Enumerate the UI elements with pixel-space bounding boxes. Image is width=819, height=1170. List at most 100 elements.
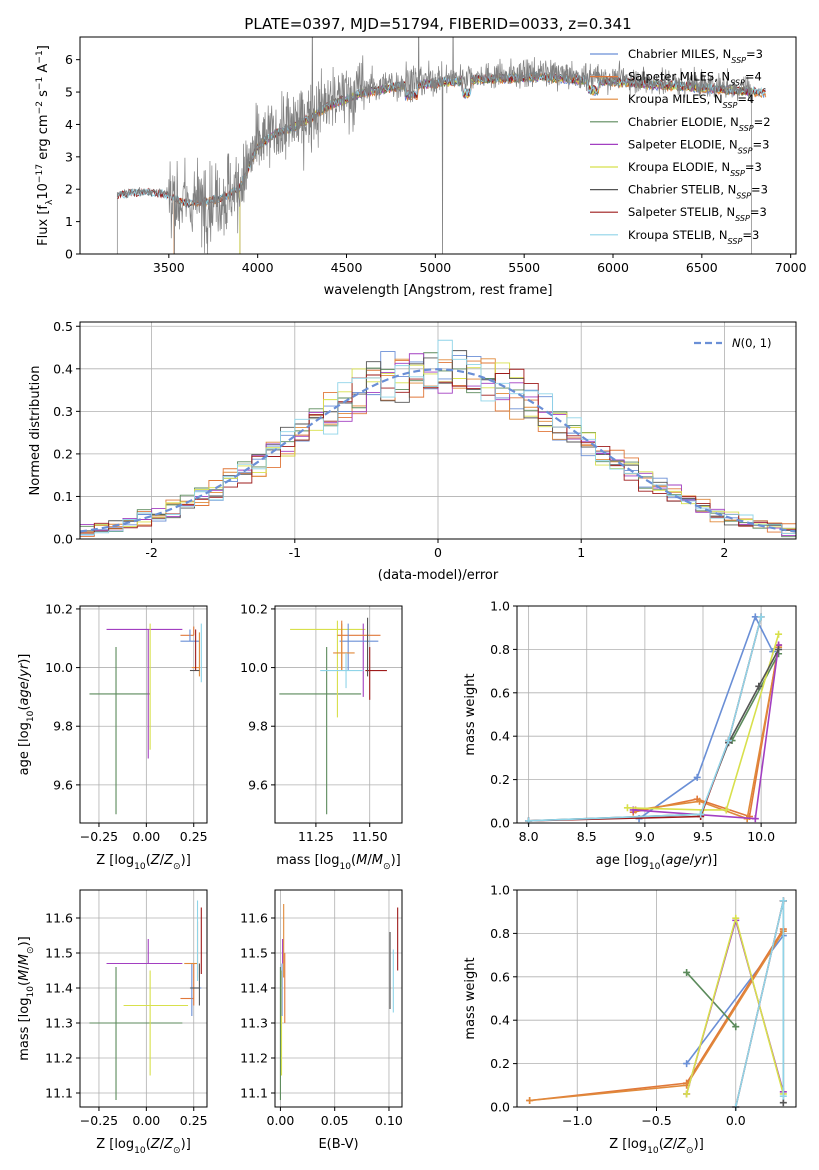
weight-vs-Z-xlabel: Z [log10(Z/Z⊙)] <box>609 1137 704 1156</box>
age-vs-Z-ytick-label: 10.0 <box>45 660 73 675</box>
weight-marker-chabrier-miles <box>693 773 701 781</box>
mass-vs-Z-xtick-label: 0.25 <box>180 1113 208 1128</box>
legend-label-salpeter-miles: Salpeter MILES, NSSP=4 <box>628 70 762 88</box>
residuals-xtick-label: 0 <box>434 545 442 560</box>
legend-label-normal: N(0, 1) <box>732 336 772 350</box>
age-vs-mass-ytick-label: 10.2 <box>240 601 268 616</box>
weight-vs-Z-xtick-label: 0.0 <box>726 1113 746 1128</box>
residuals-ytick-label: 0.4 <box>53 361 73 376</box>
legend-label-kroupa-stelib: Kroupa STELIB, NSSP=3 <box>628 228 759 246</box>
spectrum-axes <box>116 37 767 254</box>
spectrum-ytick-label: 6 <box>65 52 73 67</box>
weight-vs-age-xtick-label: 8.5 <box>577 829 597 844</box>
spectrum-frame <box>79 36 797 255</box>
residuals-ytick-label: 0.0 <box>53 532 73 547</box>
weight-marker-salpeter-elodie <box>751 815 759 823</box>
spectrum-xtick-label: 4500 <box>331 260 363 275</box>
weight-marker-kroupa-stelib <box>757 613 765 621</box>
residuals-xtick-label: -1 <box>289 545 301 560</box>
weight-marker-kroupa-elodie <box>775 630 783 638</box>
residuals-xtick-label: 2 <box>720 545 728 560</box>
spectrum-ytick-label: 4 <box>65 117 73 132</box>
age-mass-xlabel: mass [log10(M/M⊙)] <box>276 853 400 872</box>
mass-vs-Z-axes <box>80 890 207 1107</box>
weight-vs-Z-xtick-label: −1.0 <box>562 1113 592 1128</box>
weight-marker-chabrier-elodie <box>683 968 691 976</box>
mass-vs-ebv-xtick-label: 0.00 <box>267 1113 295 1128</box>
weight-line-chabrier-elodie <box>731 653 780 741</box>
legend-label-kroupa-elodie: Kroupa ELODIE, NSSP=3 <box>628 160 762 178</box>
age-vs-Z-xtick-label: 0.00 <box>132 829 160 844</box>
mass-vs-ebv-frame <box>274 889 403 1108</box>
age-z-xlabel: Z [log10(Z/Z⊙)] <box>96 853 191 872</box>
weight-vs-age-ytick-label: 1.0 <box>490 599 510 614</box>
mass-vs-ebv-ytick-label: 11.4 <box>240 981 268 996</box>
weight-line-kroupa-stelib <box>734 900 785 1107</box>
residuals-axes <box>80 322 796 540</box>
residuals-ytick-label: 0.5 <box>53 319 73 334</box>
mass-z-xlabel: Z [log10(Z/Z⊙)] <box>96 1137 191 1156</box>
age-vs-mass-frame <box>274 605 403 824</box>
spectrum-xtick-label: 5500 <box>508 260 540 275</box>
weight-marker-kroupa-elodie <box>722 806 730 814</box>
weight-marker-chabrier-stelib <box>775 645 783 653</box>
weight-vs-age-xtick-label: 10.0 <box>747 829 775 844</box>
weight-marker-kroupa-stelib <box>697 810 705 818</box>
legend-label-chabrier-stelib: Chabrier STELIB, NSSP=3 <box>628 183 768 201</box>
weight-vs-Z-ytick-label: 0.2 <box>490 1056 510 1071</box>
age-vs-Z-frame <box>79 605 208 824</box>
mass-vs-ebv-xtick-label: 0.10 <box>375 1113 403 1128</box>
age-vs-Z-xtick-label: −0.25 <box>80 829 118 844</box>
age-vs-mass-axes <box>275 606 402 823</box>
weight-vs-age-xtick-label: 9.0 <box>635 829 655 844</box>
weight-vs-Z-ytick-label: 0.0 <box>490 1100 510 1115</box>
mass-vs-ebv-ytick-label: 11.1 <box>240 1086 268 1101</box>
weight-line-salpeter-elodie <box>633 644 780 820</box>
mass-vs-Z-ytick-label: 11.1 <box>45 1086 73 1101</box>
spectrum-xtick-label: 7000 <box>775 260 807 275</box>
age-vs-mass-ytick-label: 9.8 <box>248 719 268 734</box>
mass-vs-Z-ytick-label: 11.4 <box>45 981 73 996</box>
age-vs-mass-xtick-label: 11.25 <box>298 829 334 844</box>
residuals-xtick-label: 1 <box>577 545 585 560</box>
weight-marker-kroupa-stelib <box>725 737 733 745</box>
mass-vs-Z-ytick-label: 11.6 <box>45 911 73 926</box>
age-z-ylabel: age [log10(age/yr)] <box>17 654 36 776</box>
weight-marker-kroupa-miles <box>696 797 704 805</box>
legend-label-salpeter-stelib: Salpeter STELIB, NSSP=3 <box>628 205 767 223</box>
age-vs-Z-axes <box>80 606 207 823</box>
weight-line-chabrier-elodie <box>686 971 737 1028</box>
weight-marker-kroupa-stelib <box>779 1092 787 1100</box>
weight-vs-Z-ytick-label: 1.0 <box>490 883 510 898</box>
weight-vs-Z-ylabel: mass weight <box>463 957 478 1039</box>
weight-vs-age-ytick-label: 0.4 <box>490 729 510 744</box>
mass-vs-Z-frame <box>79 889 208 1108</box>
legend-label-kroupa-miles: Kroupa MILES, NSSP=4 <box>628 92 754 110</box>
weight-line-kroupa-stelib <box>528 616 762 822</box>
mass-vs-ebv-ytick-label: 11.3 <box>240 1016 268 1031</box>
spectrum-xtick-label: 5000 <box>419 260 451 275</box>
observed-spectrum <box>116 37 752 254</box>
spectrum-xlabel: wavelength [Angstrom, rest frame] <box>324 283 553 298</box>
weight-vs-age-ytick-label: 0.8 <box>490 642 510 657</box>
legend-label-chabrier-miles: Chabrier MILES, NSSP=3 <box>628 47 763 65</box>
mass-ebv-xlabel: E(B-V) <box>318 1137 358 1152</box>
weight-vs-age-ytick-label: 0.0 <box>490 816 510 831</box>
age-vs-Z-ytick-label: 9.6 <box>53 777 73 792</box>
spectrum-xtick-label: 6000 <box>597 260 629 275</box>
mass-vs-Z-ytick-label: 11.5 <box>45 946 73 961</box>
spectrum-xtick-label: 6500 <box>686 260 718 275</box>
mass-vs-Z-ytick-label: 11.2 <box>45 1051 73 1066</box>
age-vs-Z-ytick-label: 9.8 <box>53 719 73 734</box>
weight-marker-kroupa-elodie <box>732 914 740 922</box>
weight-marker-kroupa-miles <box>526 1096 534 1104</box>
weight-vs-age-frame <box>516 605 797 824</box>
age-vs-Z-ytick-label: 10.2 <box>45 601 73 616</box>
spectrum-ytick-label: 5 <box>65 85 73 100</box>
legend-label-chabrier-elodie: Chabrier ELODIE, NSSP=2 <box>628 115 771 133</box>
weight-line-salpeter-miles <box>633 644 780 818</box>
legend-label-salpeter-elodie: Salpeter ELODIE, NSSP=3 <box>628 137 769 155</box>
spectrum-xtick-label: 3500 <box>153 260 185 275</box>
residuals-xtick-label: -2 <box>145 545 157 560</box>
